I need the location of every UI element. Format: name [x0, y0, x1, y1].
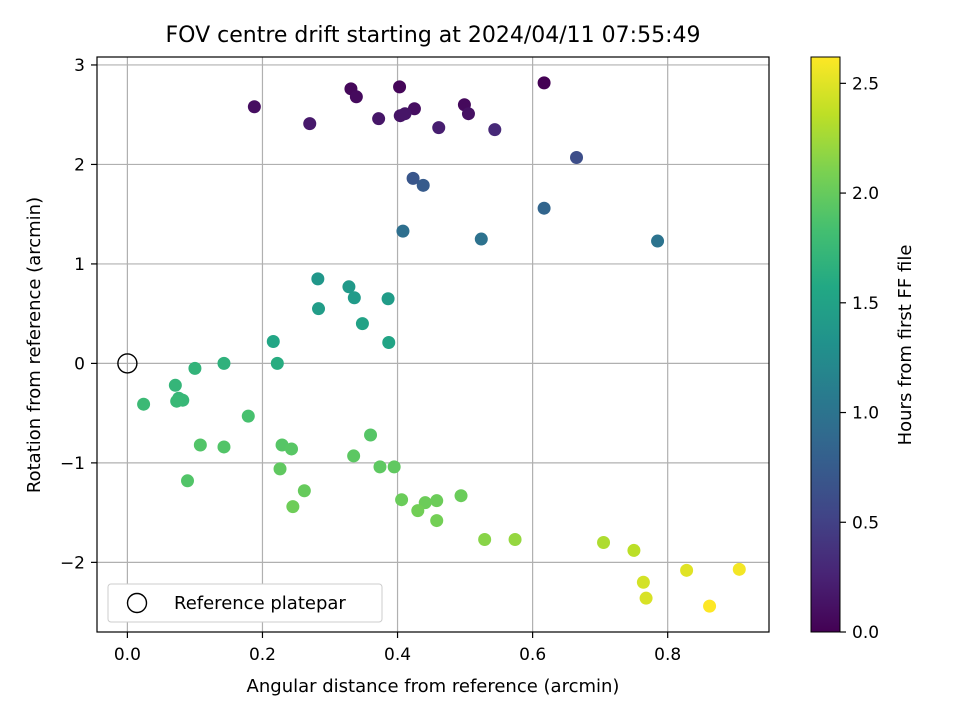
data-point	[393, 80, 407, 94]
data-point	[703, 599, 717, 613]
data-point	[474, 232, 488, 246]
colorbar-ticks: 0.0 0.5 1.0 1.5 2.0 2.5	[840, 74, 879, 643]
colorbar-tick-label: 0.0	[852, 623, 879, 643]
data-point	[342, 280, 356, 294]
colorbar-tick-label: 0.5	[852, 513, 879, 533]
data-point	[430, 514, 444, 528]
legend-entry-reference-platepar: Reference platepar	[174, 593, 346, 614]
data-point	[273, 462, 287, 476]
data-point	[398, 107, 412, 121]
data-point	[217, 356, 231, 370]
colorbar-tick-label: 2.5	[852, 74, 879, 94]
data-point	[349, 90, 363, 104]
data-point	[303, 117, 317, 131]
data-point	[168, 378, 182, 392]
data-point	[270, 356, 284, 370]
data-point	[597, 535, 611, 549]
data-point	[217, 440, 231, 454]
data-point	[181, 474, 195, 488]
data-point	[347, 449, 361, 463]
y-tick-label: 3	[74, 56, 85, 76]
data-point	[286, 500, 300, 514]
data-point	[137, 397, 151, 411]
colorbar-tick-label: 1.0	[852, 404, 879, 424]
data-point	[373, 460, 387, 474]
legend-reference-marker	[126, 592, 148, 614]
data-point	[387, 460, 401, 474]
data-point	[372, 112, 386, 126]
data-point	[355, 317, 369, 331]
x-tick-label: 0.0	[114, 645, 141, 665]
data-point	[651, 234, 665, 248]
data-point	[639, 591, 653, 605]
y-axis-label: Rotation from reference (arcmin)	[24, 197, 45, 493]
data-point	[537, 76, 551, 90]
data-point	[570, 150, 584, 164]
data-point	[247, 100, 261, 114]
data-point	[364, 428, 378, 442]
data-point	[406, 171, 420, 185]
x-tick-label: 0.4	[384, 645, 411, 665]
data-point	[193, 438, 207, 452]
data-point	[537, 201, 551, 215]
grid	[97, 57, 769, 632]
data-point	[311, 272, 325, 286]
x-axis-ticks: 0.0 0.2 0.4 0.6 0.8	[114, 632, 681, 665]
y-tick-label: −1	[60, 454, 85, 474]
data-point	[266, 335, 280, 349]
data-point	[381, 292, 395, 306]
data-point	[241, 409, 255, 423]
y-tick-label: 1	[74, 255, 85, 275]
data-point	[478, 532, 492, 546]
data-point	[488, 123, 502, 137]
colorbar	[810, 56, 841, 633]
x-tick-label: 0.2	[249, 645, 276, 665]
data-point	[454, 489, 468, 503]
data-point	[188, 361, 202, 375]
x-tick-label: 0.8	[654, 645, 681, 665]
colorbar-label: Hours from first FF file	[895, 245, 916, 446]
data-point	[382, 336, 396, 350]
data-point	[416, 178, 430, 192]
y-axis-ticks: −2 −1 0 1 2 3	[60, 56, 97, 573]
data-point	[170, 394, 184, 408]
reference-platepar-marker	[117, 353, 138, 374]
data-points	[117, 76, 746, 613]
y-tick-label: 2	[74, 155, 85, 175]
x-tick-label: 0.6	[519, 645, 546, 665]
data-point	[396, 224, 410, 238]
y-tick-label: −2	[60, 553, 85, 573]
data-point	[347, 291, 361, 305]
y-tick-label: 0	[74, 354, 85, 374]
data-point	[680, 563, 694, 577]
data-point	[411, 504, 425, 518]
data-point	[297, 484, 311, 498]
data-point	[312, 302, 326, 316]
data-point	[636, 575, 650, 589]
data-point	[395, 493, 409, 507]
data-point	[285, 442, 299, 456]
data-point	[627, 543, 641, 557]
data-point	[461, 107, 475, 121]
colorbar-tick-label: 1.5	[852, 294, 879, 314]
legend-box	[107, 583, 383, 623]
data-point	[732, 562, 746, 576]
plot-area	[96, 56, 770, 633]
colorbar-tick-label: 2.0	[852, 184, 879, 204]
data-point	[430, 494, 444, 508]
chart-title: FOV centre drift starting at 2024/04/11 …	[166, 23, 701, 48]
x-axis-label: Angular distance from reference (arcmin)	[247, 676, 620, 697]
data-point	[432, 121, 446, 135]
data-point	[508, 532, 522, 546]
legend: Reference platepar	[107, 583, 383, 623]
